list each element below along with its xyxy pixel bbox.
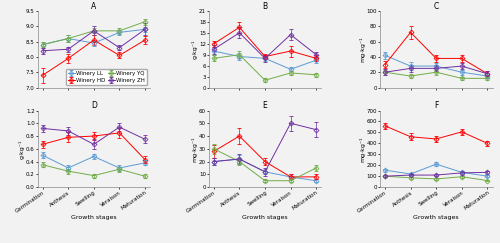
X-axis label: Growth stages: Growth stages [71,215,117,220]
Y-axis label: mg·kg⁻¹: mg·kg⁻¹ [359,136,365,162]
Legend: Winery LL, Winery HD, Winery YQ, Winery ZH: Winery LL, Winery HD, Winery YQ, Winery … [66,69,148,85]
X-axis label: Growth stages: Growth stages [414,215,459,220]
Title: B: B [262,2,268,11]
Y-axis label: g·kg⁻¹: g·kg⁻¹ [192,39,198,59]
Title: E: E [262,101,268,110]
Title: D: D [91,101,96,110]
Title: C: C [434,2,439,11]
Y-axis label: g·kg⁻¹: g·kg⁻¹ [18,139,24,159]
X-axis label: Growth stages: Growth stages [242,215,288,220]
Y-axis label: mg·kg⁻¹: mg·kg⁻¹ [359,36,365,62]
Y-axis label: mg·kg⁻¹: mg·kg⁻¹ [192,136,198,162]
Title: A: A [91,2,96,11]
Title: F: F [434,101,438,110]
